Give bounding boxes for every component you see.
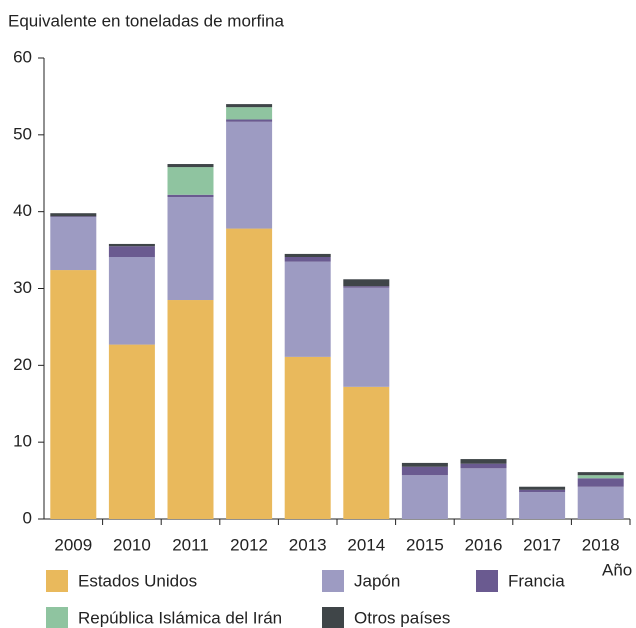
bar-segment [50, 216, 97, 218]
x-tick-label: 2009 [54, 535, 92, 554]
y-tick-label: 60 [13, 47, 32, 66]
x-tick-label: 2010 [113, 535, 151, 554]
y-tick-label: 30 [13, 278, 32, 297]
bar-segment [401, 466, 448, 476]
bar-segment [50, 270, 97, 519]
bar-segment [108, 344, 155, 519]
bar-segment [167, 197, 214, 301]
bar-segment [343, 286, 390, 288]
legend-swatch [46, 607, 68, 628]
legend-label: Japón [354, 571, 400, 590]
x-tick-label: 2011 [172, 535, 209, 554]
bar-segment [167, 300, 214, 519]
bar-segment [226, 104, 273, 108]
bar-segment [577, 472, 624, 476]
bar-segment [108, 246, 155, 257]
bar-segment [577, 475, 624, 479]
bar-segment [284, 256, 331, 262]
bar-segment [519, 486, 566, 490]
legend-swatch [322, 570, 344, 592]
y-axis-label: Equivalente en toneladas de morfina [8, 11, 285, 30]
legend-swatch [322, 607, 344, 628]
bar-segment [284, 253, 331, 257]
bar-segment [401, 475, 448, 519]
bar-segment [343, 279, 390, 287]
bar-segment [50, 217, 97, 271]
bar-segment [519, 492, 566, 519]
x-tick-label: 2018 [582, 535, 620, 554]
y-tick-label: 0 [23, 508, 32, 527]
x-tick-label: 2014 [347, 535, 385, 554]
bar-segment [577, 486, 624, 519]
bar-segment [343, 287, 390, 387]
bar-segment [226, 107, 273, 120]
bar-segment [460, 463, 507, 469]
legend-label: República Islámica del Irán [78, 608, 282, 627]
bar-segment [226, 228, 273, 519]
bar-segment [343, 386, 390, 519]
legend-label: Otros países [354, 608, 450, 627]
x-tick-label: 2016 [465, 535, 503, 554]
legend-swatch [46, 570, 68, 592]
x-tick-label: 2012 [230, 535, 268, 554]
x-tick-label: 2013 [289, 535, 327, 554]
legend-label: Estados Unidos [78, 571, 197, 590]
bar-segment [167, 194, 214, 198]
bar-segment [284, 261, 331, 357]
bar-segment [284, 356, 331, 519]
bar-segment [577, 478, 624, 487]
legend-swatch [476, 570, 498, 592]
legend-label: Francia [508, 571, 565, 590]
bar-segment [167, 164, 214, 168]
x-axis-label: Año [602, 560, 632, 579]
bar-segment [460, 459, 507, 464]
bar-segment [108, 243, 155, 247]
bar-segment [226, 119, 273, 122]
x-tick-label: 2017 [523, 535, 561, 554]
y-tick-label: 20 [13, 355, 32, 374]
bar-segment [50, 213, 97, 217]
y-tick-label: 10 [13, 432, 32, 451]
y-tick-label: 50 [13, 124, 32, 143]
bar-segment [226, 121, 273, 229]
bar-segment [460, 468, 507, 519]
x-tick-label: 2015 [406, 535, 444, 554]
bar-segment [167, 167, 214, 195]
bar-segment [108, 256, 155, 345]
y-tick-label: 40 [13, 201, 32, 220]
bar-segment [519, 489, 566, 493]
bar-segment [401, 462, 448, 467]
